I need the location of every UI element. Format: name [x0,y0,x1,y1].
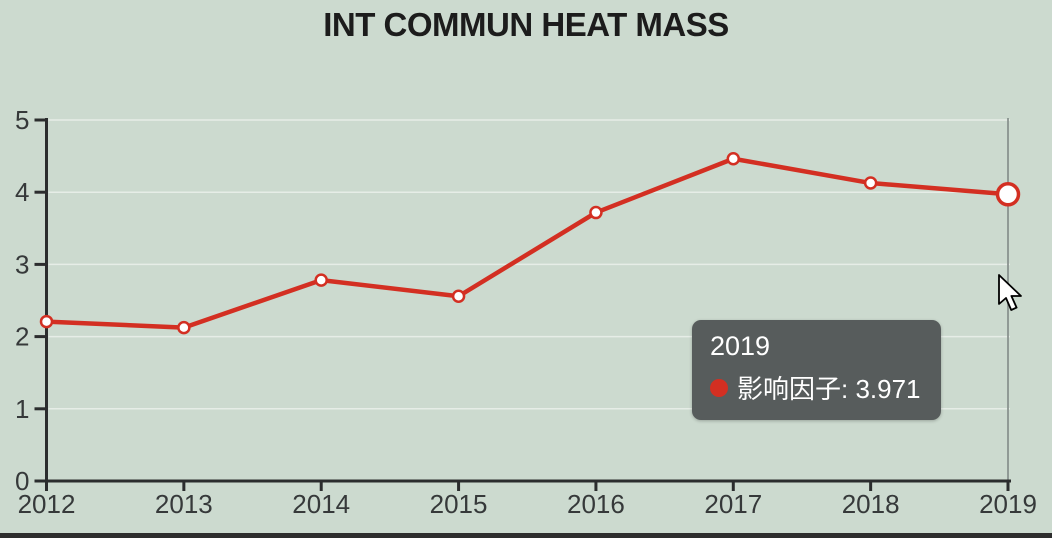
data-point-markers[interactable] [39,152,1021,335]
svg-text:2: 2 [15,322,29,352]
svg-text:2019: 2019 [979,489,1037,519]
svg-text:4: 4 [15,177,29,207]
svg-text:0: 0 [15,466,29,496]
svg-text:2018: 2018 [842,489,900,519]
svg-text:3: 3 [15,249,29,279]
chart-title: INT COMMUN HEAT MASS [323,6,729,43]
svg-text:1: 1 [15,394,29,424]
svg-text:2014: 2014 [292,489,350,519]
series-line[interactable] [44,156,1011,330]
svg-text:2012: 2012 [18,489,76,519]
svg-text:2015: 2015 [430,489,488,519]
tooltip-row: 影响因子: 3.971 [710,369,925,406]
series-marker-dot [710,378,728,397]
tooltip: 2019 影响因子: 3.971 [692,320,941,421]
svg-text:2017: 2017 [704,489,762,519]
x-tick-labels: 2012 2013 2014 2015 2016 2017 2018 2019 [18,489,1037,519]
svg-text:5: 5 [15,105,29,135]
tooltip-series-value: 影响因子: 3.971 [737,374,921,405]
screen-edge-bar [0,533,1052,538]
mouse-cursor-icon [998,274,1022,311]
axes [34,118,1011,491]
svg-text:2013: 2013 [155,489,213,519]
y-tick-labels: 0 1 2 3 4 5 [15,105,29,496]
tooltip-title: 2019 [710,331,771,361]
svg-text:2016: 2016 [567,489,625,519]
